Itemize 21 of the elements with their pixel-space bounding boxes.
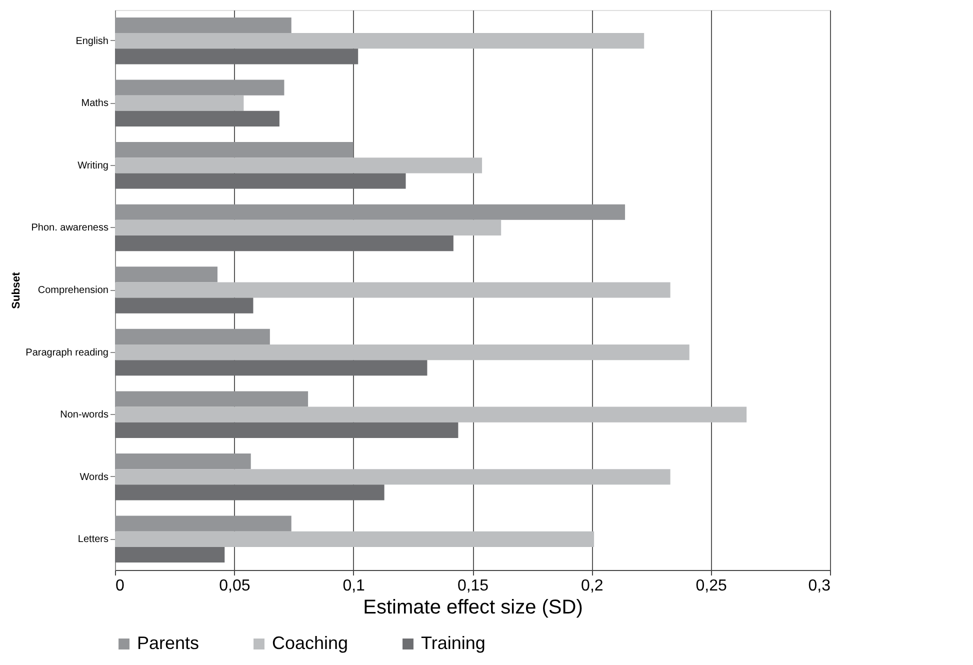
legend-label: Parents — [137, 633, 200, 653]
x-tick-label: 0,3 — [808, 578, 831, 594]
x-tick-label: 0 — [116, 578, 124, 594]
y-tick-label: Phon. awareness — [31, 222, 108, 234]
y-axis-title: Subset — [10, 272, 23, 309]
y-tick-label: Non-words — [60, 410, 108, 421]
legend-label: Coaching — [272, 633, 348, 653]
y-tick-label: Comprehension — [38, 285, 108, 296]
x-tick-label: 0,2 — [581, 578, 604, 594]
y-tick-label: Letters — [78, 534, 108, 546]
x-tick-label: 0,1 — [342, 578, 366, 594]
x-tick-label: 0,25 — [696, 578, 728, 594]
x-axis-title: Estimate effect size (SD) — [363, 596, 583, 618]
x-tick-label: 0,05 — [219, 578, 250, 594]
y-tick-label: Maths — [81, 98, 108, 110]
y-tick-label: Writing — [78, 160, 108, 172]
y-tick-label: English — [76, 36, 108, 47]
y-tick-label: Paragraph reading — [26, 347, 108, 358]
y-tick-label: Words — [80, 472, 108, 483]
x-tick-label: 0,15 — [457, 578, 489, 594]
legend-label: Training — [421, 633, 486, 653]
